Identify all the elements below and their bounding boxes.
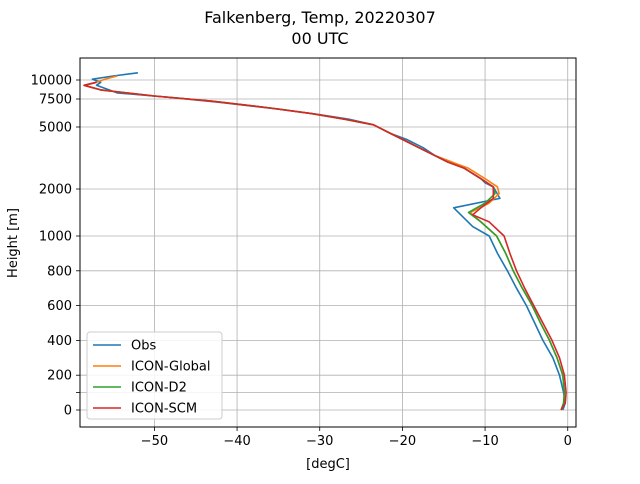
y-tick-label: 1000 bbox=[39, 230, 72, 245]
series-line-icon-scm bbox=[83, 81, 567, 411]
legend-box bbox=[86, 331, 223, 420]
x-tick-label: 0 bbox=[564, 434, 572, 449]
grid-layer bbox=[80, 58, 576, 427]
y-tick-label: 2000 bbox=[39, 183, 72, 198]
y-tick-label: 10000 bbox=[31, 74, 72, 89]
plot-frame bbox=[79, 57, 577, 428]
y-tick-label: 0 bbox=[64, 404, 72, 419]
y-tick-label: 400 bbox=[47, 334, 72, 349]
y-tick-label: 200 bbox=[47, 369, 72, 384]
x-tick-label: −50 bbox=[141, 434, 168, 449]
y-tick-label: 800 bbox=[47, 264, 72, 279]
chart-title: Falkenberg, Temp, 20220307 bbox=[204, 8, 436, 27]
series-layer bbox=[83, 72, 567, 411]
legend: Obs ICON-Global ICON-D2 ICON-SCM bbox=[86, 331, 223, 420]
x-axis-label: [degC] bbox=[306, 457, 350, 472]
x-tick-label: −10 bbox=[471, 434, 498, 449]
chart-subtitle: 00 UTC bbox=[291, 29, 348, 48]
tick-layer: −50 −40 −30 −20 −10 0100007500500020001000800… bbox=[31, 74, 572, 450]
y-tick-label: 7500 bbox=[39, 93, 72, 108]
x-tick-label: −20 bbox=[389, 434, 416, 449]
legend-label: ICON-D2 bbox=[131, 381, 187, 396]
legend-label: ICON-SCM bbox=[131, 402, 197, 417]
legend-label: Obs bbox=[131, 339, 156, 354]
y-axis-label: Height [m] bbox=[6, 208, 21, 278]
x-tick-label: −30 bbox=[306, 434, 333, 449]
y-tick-label: 600 bbox=[47, 299, 72, 314]
y-tick-label: 5000 bbox=[39, 121, 72, 136]
legend-label: ICON-Global bbox=[131, 360, 211, 375]
x-tick-label: −40 bbox=[223, 434, 250, 449]
